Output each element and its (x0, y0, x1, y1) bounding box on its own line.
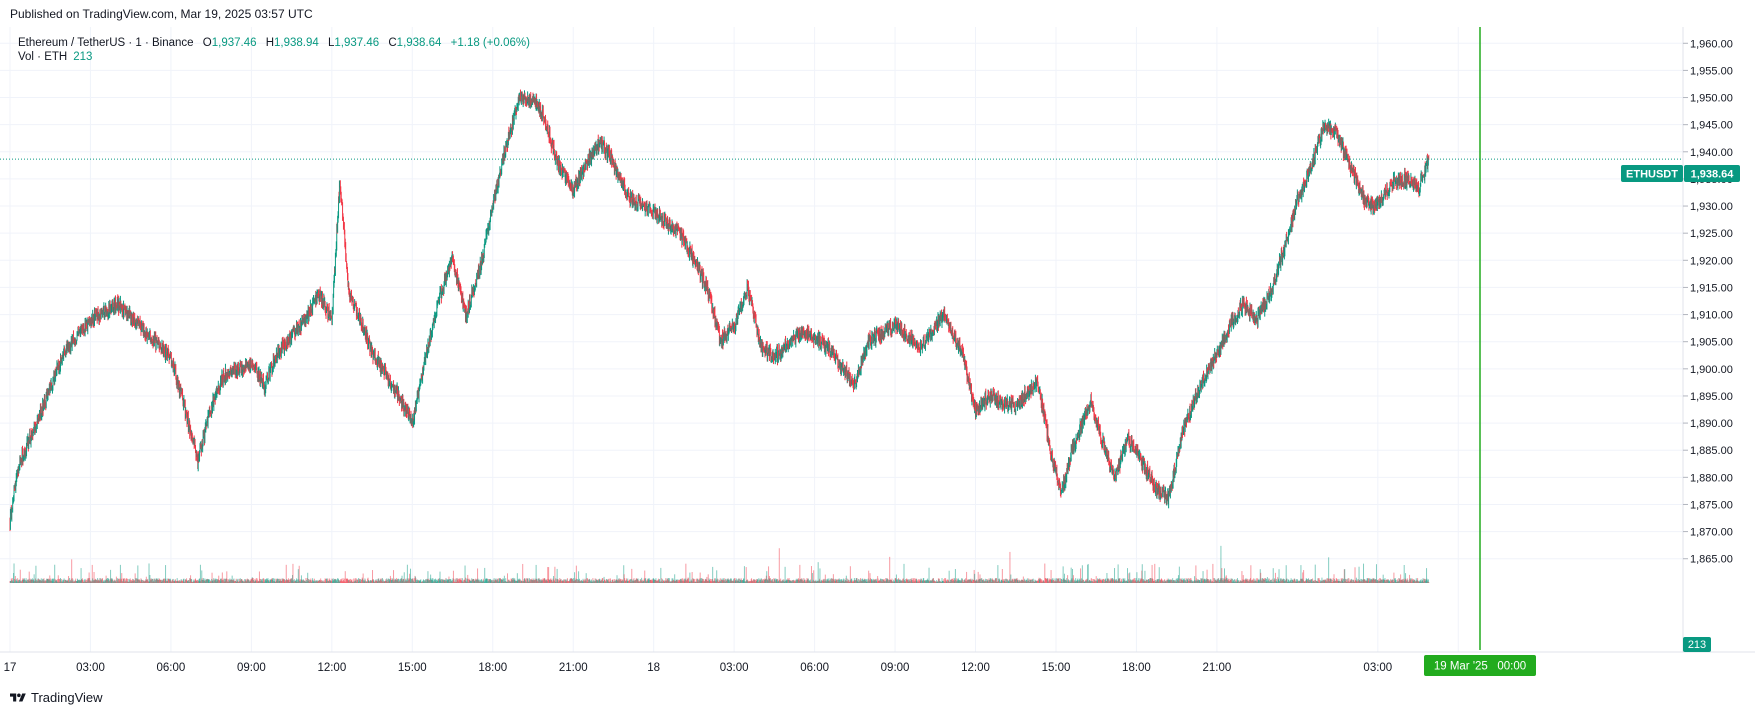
volume-bars (9, 545, 1430, 583)
grid-lines (0, 27, 1683, 652)
candlesticks (9, 89, 1430, 532)
published-header: Published on TradingView.com, Mar 19, 20… (10, 7, 313, 21)
